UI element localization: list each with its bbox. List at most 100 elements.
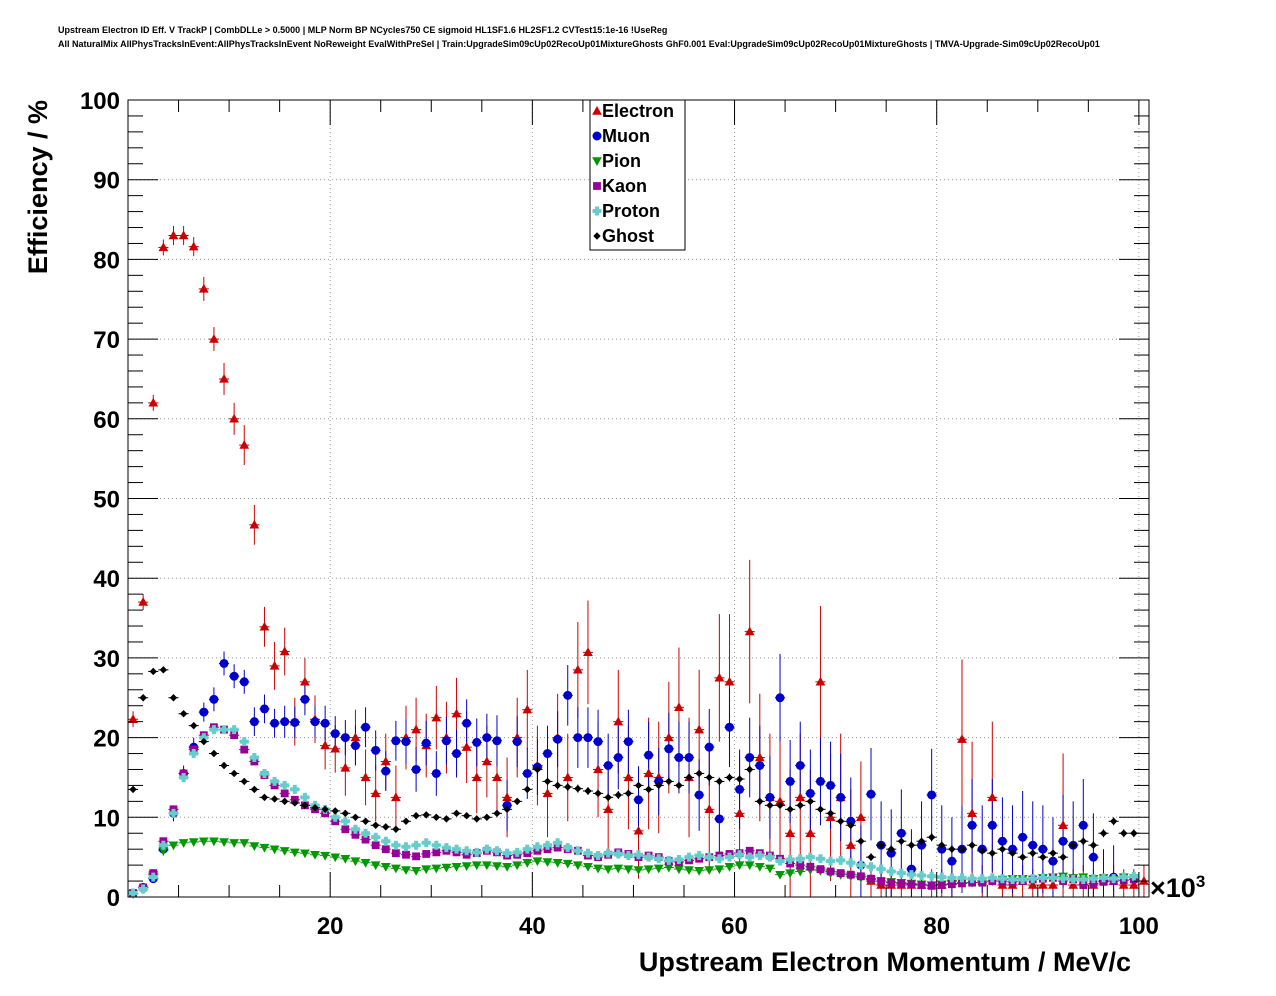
ghost-point <box>473 815 481 823</box>
ghost-point <box>614 791 622 799</box>
muon-point <box>704 742 714 752</box>
electron-point <box>158 242 169 252</box>
proton-point <box>785 855 795 865</box>
kaon-point <box>432 848 441 857</box>
muon-point <box>482 733 492 743</box>
ghost-point <box>685 773 693 782</box>
ghost-point <box>402 817 410 825</box>
proton-point <box>219 725 229 735</box>
kaon-point <box>240 745 249 754</box>
ghost-point <box>745 765 754 774</box>
legend-box <box>589 99 686 251</box>
muon-point <box>361 722 371 732</box>
kaon-point <box>867 874 875 883</box>
proton-point <box>401 842 411 852</box>
ghost-point <box>867 853 875 861</box>
electron-point <box>471 772 482 782</box>
pion-point <box>330 853 341 863</box>
ghost-point <box>220 761 228 770</box>
muon-point <box>815 776 825 786</box>
ghost-point <box>179 709 188 718</box>
ghost-point <box>796 801 804 810</box>
electron-point <box>1128 880 1139 889</box>
electron-point <box>663 732 674 742</box>
electron-point <box>754 752 765 762</box>
electron-point <box>229 413 239 423</box>
electron-point <box>411 724 421 734</box>
proton-point <box>583 848 593 858</box>
ghost-point <box>382 823 390 831</box>
pion-point <box>502 863 512 872</box>
proton-point <box>472 847 482 857</box>
proton-legend-marker <box>592 206 602 216</box>
pion-point <box>754 863 765 872</box>
pion-point <box>785 869 795 879</box>
electron-point <box>845 840 856 849</box>
muon-point <box>249 717 259 727</box>
proton-point <box>1008 874 1018 884</box>
muon-point <box>1038 844 1048 854</box>
proton-point <box>452 844 462 854</box>
electron-point <box>350 732 361 742</box>
muon-point <box>644 750 654 760</box>
ghost-point <box>513 797 521 806</box>
proton-point <box>209 725 219 735</box>
ghost-point <box>260 793 269 802</box>
x-axis-multiplier: ×103 <box>1150 872 1205 903</box>
muon-point <box>259 704 269 714</box>
electron-point <box>957 734 967 743</box>
y-tick-label: 30 <box>93 646 120 673</box>
proton-point <box>381 836 391 846</box>
proton-point <box>300 792 310 802</box>
pion-point <box>593 864 603 874</box>
muon-point <box>765 792 775 802</box>
y-tick-label: 10 <box>93 805 120 832</box>
ghost-point <box>634 781 643 790</box>
kaon-point <box>280 789 289 798</box>
ghost-point <box>503 805 511 814</box>
muon-point <box>634 795 643 805</box>
ghost-point <box>200 737 208 746</box>
ghost-point <box>392 825 400 833</box>
muon-point <box>340 733 350 743</box>
electron-point <box>300 676 310 686</box>
proton-point <box>674 855 684 865</box>
ghost-point <box>1029 849 1037 857</box>
y-tick-label: 100 <box>80 88 120 115</box>
proton-point <box>1109 874 1119 884</box>
pion-point <box>289 848 300 858</box>
proton-point <box>532 842 542 852</box>
kaon-point <box>816 865 825 874</box>
electron-point <box>188 241 199 251</box>
proton-point <box>694 851 704 861</box>
y-tick-label: 50 <box>93 487 120 514</box>
proton-point <box>1058 874 1068 884</box>
proton-point <box>603 848 613 858</box>
proton-point <box>553 838 563 848</box>
proton-point <box>684 852 694 862</box>
electron-point <box>148 397 159 407</box>
proton-point <box>947 873 957 883</box>
proton-point <box>826 856 836 866</box>
ghost-point <box>574 784 582 793</box>
proton-point <box>755 851 765 861</box>
x-axis-title: Upstream Electron Momentum / MeV/c <box>639 947 1131 977</box>
ghost-point <box>321 805 329 814</box>
muon-point <box>674 753 684 763</box>
ghost-point <box>1109 817 1118 825</box>
kaon-point <box>341 825 350 834</box>
ghost-point <box>1130 829 1138 837</box>
proton-point <box>1129 871 1139 881</box>
proton-point <box>431 840 441 850</box>
proton-point <box>280 780 290 790</box>
kaon-point <box>371 841 380 850</box>
proton-point <box>502 848 512 858</box>
electron-point <box>724 676 735 686</box>
electron-point <box>340 762 351 772</box>
pion-point <box>300 849 310 859</box>
proton-point <box>977 874 987 884</box>
kaon-point <box>887 878 896 887</box>
y-axis-title: Efficiency / % <box>23 100 53 274</box>
muon-point <box>745 753 755 763</box>
pion-point <box>421 865 432 875</box>
